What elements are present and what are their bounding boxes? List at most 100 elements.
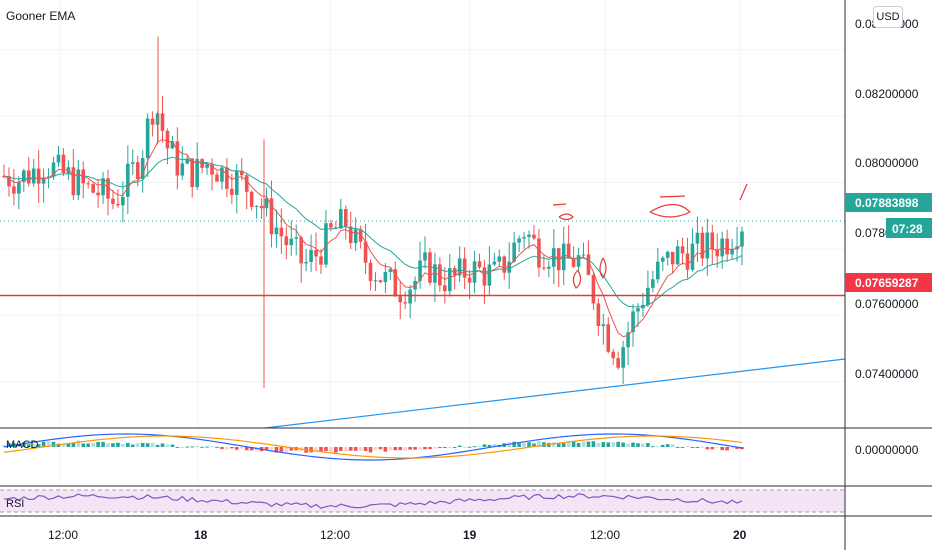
candle-body [487, 264, 492, 286]
macd-bar [269, 447, 274, 450]
candle-body [512, 242, 516, 262]
macd-bar [51, 441, 56, 447]
macd-bar [150, 442, 155, 447]
candle-body [522, 236, 526, 239]
macd-bar [457, 445, 462, 447]
user-drawings [0, 183, 846, 429]
candle-body [195, 159, 199, 188]
macd-bar [121, 443, 125, 447]
macd-bar [215, 446, 219, 448]
candle-body [185, 158, 190, 164]
macd-bar [329, 447, 333, 452]
candle-body [140, 158, 145, 180]
candle-body [46, 176, 51, 178]
time-tick: 19 [463, 528, 477, 542]
candle-body [651, 279, 655, 288]
candle-body [210, 164, 214, 175]
candle-body [433, 264, 437, 283]
macd-bar [443, 447, 447, 448]
macd-bar [348, 447, 353, 451]
macd-bar [477, 446, 482, 448]
candle-body [106, 178, 110, 199]
macd-bar [71, 442, 76, 447]
macd-bar [690, 447, 695, 448]
macd-bar [126, 442, 130, 447]
candle-body [418, 260, 422, 281]
candle-body [527, 234, 531, 237]
candle-body [116, 203, 120, 206]
macd-bar [725, 447, 729, 451]
candle-body [289, 238, 294, 246]
macd-bar [512, 441, 516, 447]
candle-body [601, 324, 606, 326]
candle-body [215, 174, 219, 182]
macd-bar [180, 446, 185, 448]
macd-bar [230, 447, 234, 449]
candle-body [482, 267, 487, 286]
macd-bar [343, 447, 348, 452]
candle-body [259, 205, 264, 209]
macd-bar [596, 442, 601, 447]
candle-body [611, 351, 616, 359]
macd-tick: 0.00000000 [855, 443, 919, 457]
macd-bar [358, 447, 363, 451]
macd-bar [428, 447, 432, 450]
candle-body [492, 261, 497, 265]
candle-body [626, 332, 630, 348]
ema-fast-line [3, 138, 743, 338]
macd-bar [155, 444, 160, 447]
candle-body [358, 229, 363, 242]
macd-bar [170, 444, 175, 447]
currency-button[interactable]: USD [873, 6, 903, 28]
candle-body [532, 234, 536, 239]
macd-bar [165, 444, 170, 447]
macd-bar [289, 447, 294, 451]
macd-bar [319, 447, 323, 452]
price-candles [2, 36, 744, 389]
macd-bar [2, 444, 6, 447]
candle-body [56, 154, 61, 163]
macd-bar [220, 447, 224, 450]
candle-body [130, 162, 135, 164]
macd-bar [556, 443, 561, 447]
macd-bar [561, 443, 566, 447]
time-tick: 12:00 [48, 528, 78, 542]
candle-body [71, 167, 76, 196]
macd-bar [566, 441, 571, 447]
macd-line [3, 433, 743, 461]
candle-body [725, 238, 729, 255]
macd-bar [264, 447, 269, 450]
candle-body [76, 169, 81, 196]
candle-body [239, 170, 244, 176]
candle-body [17, 181, 21, 194]
macd-bar [234, 447, 239, 450]
candle-body [517, 238, 521, 243]
macd-bar [492, 444, 497, 447]
rsi-label: RSI [6, 498, 24, 510]
macd-bar [106, 443, 110, 447]
macd-bar [190, 446, 195, 448]
candle-body [576, 255, 581, 267]
macd-label: MACD [6, 439, 38, 451]
candle-body [547, 266, 551, 269]
macd-bar [363, 447, 368, 451]
hline-price-label: 0.07659287 [855, 276, 919, 290]
macd-bar [740, 447, 744, 450]
macd-bar [130, 444, 135, 447]
macd-bar [195, 445, 199, 447]
macd-bar [17, 443, 21, 447]
time-tick: 12:00 [590, 528, 620, 542]
last-price-badge [845, 193, 932, 212]
macd-bar [185, 446, 190, 448]
macd-bar [418, 447, 422, 450]
macd-bar [66, 443, 71, 447]
candle-body [145, 118, 150, 159]
macd-bar [378, 447, 383, 450]
macd-bar [621, 442, 625, 447]
macd-bar [700, 446, 705, 448]
candle-body [249, 191, 254, 207]
candle-body [660, 257, 665, 262]
macd-bar [388, 447, 393, 451]
candle-body [101, 178, 105, 196]
candle-body [591, 275, 596, 304]
